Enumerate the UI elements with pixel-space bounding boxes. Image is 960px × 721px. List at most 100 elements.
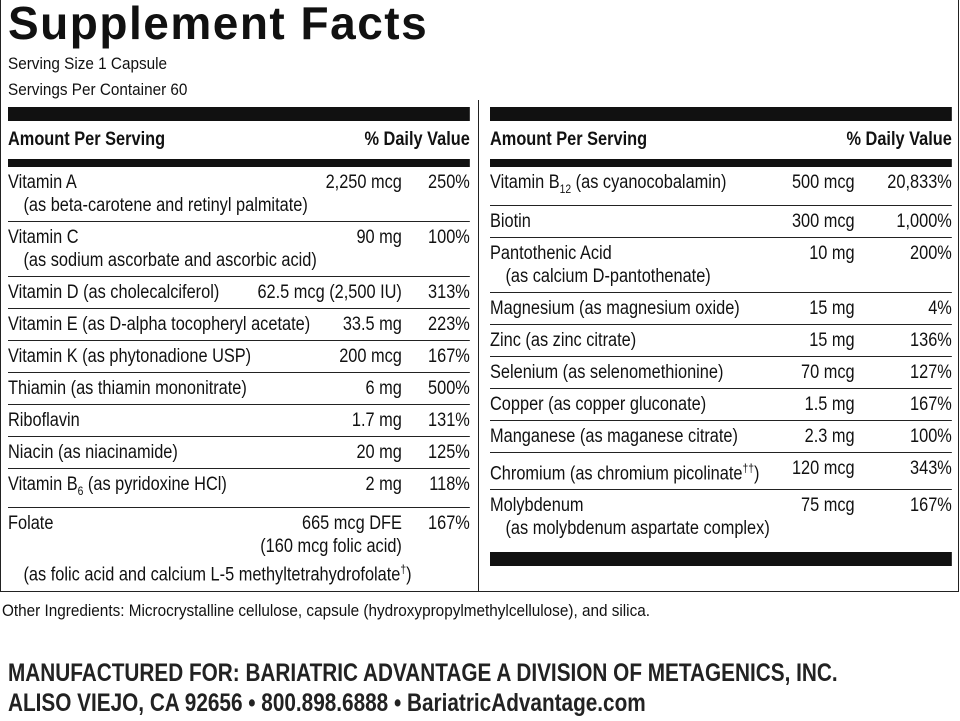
nutrient-row: Vitamin K (as phytonadione USP) 200 mcg 16… [8,341,470,373]
row-line: Chromium (as chromium picolinate††) 120 m… [490,457,952,485]
daily-value: 500% [428,378,470,399]
amount: 70 mcg [801,361,855,383]
nutrient-row: Pantothenic Acid 10 mg 200% (as calcium D-p… [490,238,952,293]
amount: 500 mcg [791,172,855,193]
daily-value: 1,000% [896,210,952,232]
amount: 15 mg [809,329,855,351]
serving-size: Serving Size 1 Capsule [8,54,168,73]
row-line: Pantothenic Acid 10 mg 200% [490,242,952,265]
amount: 665 mcg DFE [301,512,402,534]
daily-value: 100% [428,227,470,248]
daily-value: 167% [428,346,470,367]
daily-value: 20,833% [887,172,952,193]
row-line: Riboflavin 1.7 mg 131% [8,409,470,432]
row-line: Molybdenum 75 mcg 167% [490,494,952,517]
amount: 200 mcg [339,346,402,367]
nutrient-name: Pantothenic Acid [490,242,612,264]
row-line: Vitamin B12 (as cyanocobalamin) 500 mcg 20… [490,171,952,201]
amount: 62.5 mcg (2,500 IU) [257,282,402,303]
nutrient-name: Biotin [490,210,531,232]
row-line: Vitamin C 90 mg 100% [8,226,470,249]
thick-bar [8,107,470,121]
nutrient-name: Magnesium (as magnesium oxide) [490,297,740,319]
nutrient-name: Zinc (as zinc citrate) [490,329,637,351]
amount: 75 mcg [801,495,855,517]
amount: 90 mg [356,227,402,248]
row-line: Vitamin A 2,250 mcg 250% [8,171,470,194]
amount-note: (160 mcg folic acid) [260,535,402,557]
nutrient-row: Molybdenum 75 mcg 167% (as molybdenum aspar… [490,490,952,544]
text-segment: Vitamin B [8,474,78,495]
subscript: 6 [77,483,84,498]
nutrient-name: Niacin (as niacinamide) [8,442,178,463]
nutrient-name: Molybdenum [490,495,584,517]
amount: 6 mg [365,378,402,399]
superscript: †† [742,460,754,475]
daily-value: 118% [429,474,470,495]
row-line: Thiamin (as thiamin mononitrate) 6 mg 500% [8,377,470,400]
nutrient-name: Vitamin C [8,227,79,248]
nutrient-name: Copper (as copper gluconate) [490,393,707,415]
header-dv: % Daily Value [364,129,470,150]
amount: 2,250 mcg [325,172,402,193]
nutrient-note: (as sodium ascorbate and ascorbic acid) [23,250,317,271]
row-line: Zinc (as zinc citrate) 15 mg 136% [490,329,952,352]
thick-bar [490,107,952,121]
subscript: 12 [559,181,572,196]
row-line: Magnesium (as magnesium oxide) 15 mg 4% [490,297,952,320]
amount: 33.5 mg [342,314,402,335]
nutrient-row: Riboflavin 1.7 mg 131% [8,405,470,437]
text-segment: Chromium (as chromium picolinate [490,463,743,485]
nutrient-name: Riboflavin [8,410,80,431]
nutrient-row: Biotin 300 mcg 1,000% [490,206,952,238]
nutrient-row: Copper (as copper gluconate) 1.5 mg 167% [490,389,952,421]
nutrient-note: (as molybdenum aspartate complex) [505,518,770,540]
daily-value: 167% [428,512,470,534]
nutrient-name: Chromium (as chromium picolinate††) [490,457,787,485]
text-segment: ) [753,463,760,485]
amount: 10 mg [809,242,855,264]
daily-value: 125% [428,442,470,463]
row-line: Selenium (as selenomethionine) 70 mcg 127% [490,361,952,384]
row-line: Copper (as copper gluconate) 1.5 mg 167% [490,393,952,416]
row-line: Vitamin B6 (as pyridoxine HCl) 2 mg 118% [8,473,470,503]
medium-bar [8,159,470,167]
nutrient-row: Chromium (as chromium picolinate††) 120 m… [490,453,952,491]
amount: 2 mg [365,474,402,495]
column-divider [478,100,479,592]
nutrient-name: Vitamin A [8,172,77,193]
daily-value: 131% [428,410,470,431]
row-line: Vitamin E (as D-alpha tocopheryl acetate… [8,313,470,336]
nutrient-row: Vitamin C 90 mg 100% (as sodium ascorbate a… [8,222,470,277]
nutrient-name: Vitamin B12 (as cyanocobalamin) [490,171,787,201]
row-line: Vitamin K (as phytonadione USP) 200 mcg 16… [8,345,470,368]
servings-per-container: Servings Per Container 60 [8,80,188,99]
nutrient-note: (as calcium D-pantothenate) [505,265,711,287]
nutrient-row: Vitamin B12 (as cyanocobalamin) 500 mcg 20… [490,167,952,206]
nutrient-row: Folate 665 mcg DFE 167% (160 mcg folic acid… [8,508,470,590]
nutrient-row: Magnesium (as magnesium oxide) 15 mg 4% [490,293,952,325]
nutrient-name: Manganese (as maganese citrate) [490,425,738,447]
column-inner: Amount Per Serving % Daily Value Vitamin A… [8,107,470,590]
daily-value: 4% [928,297,952,319]
header-amount: Amount Per Serving [8,129,166,150]
daily-value: 167% [910,495,952,517]
text-segment: ) [406,564,412,586]
daily-value: 136% [910,329,952,351]
amount: 300 mcg [791,210,855,232]
nutrient-note: (as folic acid and calcium L-5 methyltet… [8,558,470,586]
nutrient-row: Vitamin A 2,250 mcg 250% (as beta-carotene … [8,167,470,222]
manufacturer-line: ALISO VIEJO, CA 92656 • 800.898.6888 • B… [8,689,646,717]
nutrient-name: Folate [8,512,54,534]
nutrient-name: Vitamin B6 (as pyridoxine HCl) [8,473,360,503]
amount: 1.7 mg [351,410,402,431]
daily-value: 313% [428,282,470,303]
row-line: Vitamin D (as cholecalciferol) 62.5 mcg (… [8,281,470,304]
nutrient-name: Thiamin (as thiamin mononitrate) [8,378,247,399]
daily-value: 343% [910,457,952,479]
text-segment: (as cyanocobalamin) [571,172,727,193]
nutrient-column: Amount Per Serving % Daily Value Vitamin B… [490,107,952,567]
nutrient-row: Manganese (as maganese citrate) 2.3 mg 100… [490,421,952,453]
nutrient-name: Selenium (as selenomethionine) [490,361,724,383]
other-ingredients: Other Ingredients: Microcrystalline cell… [2,601,650,620]
